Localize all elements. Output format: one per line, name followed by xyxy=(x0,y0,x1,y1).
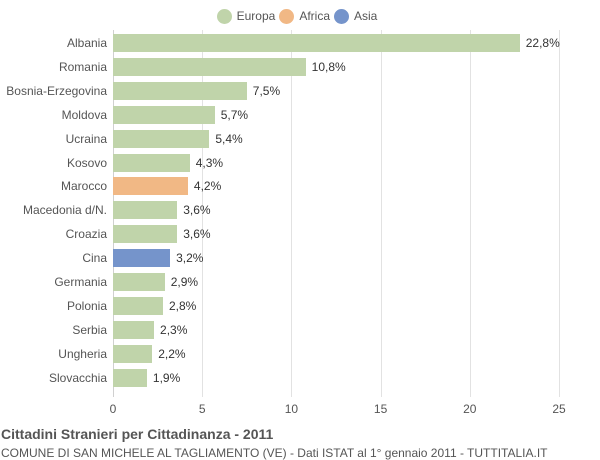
x-tick-label: 20 xyxy=(463,402,477,416)
x-tick-label: 10 xyxy=(284,402,299,416)
value-label: 7,5% xyxy=(252,83,281,98)
bar xyxy=(113,320,155,339)
x-tick-label: 15 xyxy=(373,402,388,416)
legend-label: Europa xyxy=(236,9,276,23)
value-label: 2,8% xyxy=(168,298,197,313)
bar-row: Croazia 3,6% xyxy=(0,222,600,246)
bar-row: Albania 22,8% xyxy=(0,31,600,55)
bar xyxy=(113,273,165,291)
category-label: Germania xyxy=(54,275,107,289)
bar-row: Germania 2,9% xyxy=(0,270,600,294)
bar xyxy=(113,368,147,387)
bar xyxy=(113,249,171,268)
bar xyxy=(113,296,163,315)
legend-swatch-icon xyxy=(216,8,232,24)
legend-label: Asia xyxy=(354,9,378,23)
category-label: Slovacchia xyxy=(48,370,107,385)
legend-label: Africa xyxy=(299,9,331,23)
x-tick-label: 5 xyxy=(198,402,206,416)
category-label: Croazia xyxy=(65,227,107,242)
value-label: 3,6% xyxy=(183,227,211,242)
value-label: 22,8% xyxy=(525,36,560,50)
bar-row: Bosnia-Erzegovina 7,5% xyxy=(0,79,600,103)
bar-row: Ungheria 2,2% xyxy=(0,342,600,366)
legend-item-europa: Europa xyxy=(216,6,276,26)
value-label: 4,3% xyxy=(195,155,224,170)
category-label: Kosovo xyxy=(66,155,107,170)
value-label: 10,8% xyxy=(311,59,346,74)
bar-row: Serbia 2,3% xyxy=(0,318,600,342)
category-label: Polonia xyxy=(66,298,107,313)
bar-row: Macedonia d/N. 3,6% xyxy=(0,198,600,222)
bar xyxy=(113,153,190,172)
gridline xyxy=(559,30,560,397)
value-label: 5,4% xyxy=(215,131,243,146)
bar xyxy=(113,177,188,196)
chart-subtitle: COMUNE DI SAN MICHELE AL TAGLIAMENTO (VE… xyxy=(1,446,548,460)
chart-title: Cittadini Stranieri per Cittadinanza - 2… xyxy=(1,426,274,442)
value-label: 4,2% xyxy=(193,179,222,194)
value-label: 2,2% xyxy=(158,346,186,361)
gridline xyxy=(202,30,204,397)
category-label: Albania xyxy=(66,36,107,50)
value-label: 2,3% xyxy=(160,322,188,337)
category-label: Cina xyxy=(82,251,107,266)
plot-area: 0 5 10 15 20 25 Albania 22,8% Romania 10,8% Bosnia… xyxy=(0,30,600,416)
value-label: 5,7% xyxy=(220,107,249,122)
category-label: Romania xyxy=(58,59,107,74)
bar xyxy=(113,129,210,148)
bar-row: Polonia 2,8% xyxy=(0,294,600,318)
value-label: 3,2% xyxy=(176,251,204,266)
legend-swatch-icon xyxy=(279,8,295,24)
value-label: 1,9% xyxy=(152,370,181,385)
value-label: 3,6% xyxy=(183,203,211,218)
category-label: Bosnia-Erzegovina xyxy=(6,83,107,98)
bar-row: Cina 3,2% xyxy=(0,246,600,270)
value-label: 2,9% xyxy=(170,275,199,289)
bar xyxy=(113,34,520,52)
x-tick-label: 25 xyxy=(552,402,566,416)
bar xyxy=(113,344,153,363)
bar xyxy=(113,57,306,76)
bar-row: Ucraina 5,4% xyxy=(0,127,600,151)
category-label: Moldova xyxy=(61,107,107,122)
legend-swatch-icon xyxy=(334,8,350,24)
bar-row: Moldova 5,7% xyxy=(0,103,600,127)
bar xyxy=(113,81,247,100)
bar xyxy=(113,201,178,220)
legend-item-asia: Asia xyxy=(334,6,377,26)
category-label: Marocco xyxy=(60,179,107,194)
gridline xyxy=(469,30,471,397)
gridline xyxy=(291,30,293,397)
bar xyxy=(113,225,178,244)
bar-row: Romania 10,8% xyxy=(0,55,600,79)
category-label: Serbia xyxy=(72,322,107,337)
bar-row: Marocco 4,2% xyxy=(0,174,600,198)
x-tick-label: 0 xyxy=(109,402,117,416)
category-label: Ucraina xyxy=(65,131,107,146)
chart-legend: Europa Africa Asia xyxy=(0,6,600,26)
bar xyxy=(113,105,215,124)
bar-row: Kosovo 4,3% xyxy=(0,151,600,175)
category-label: Macedonia d/N. xyxy=(22,203,107,218)
category-label: Ungheria xyxy=(58,346,107,361)
legend-item-africa: Africa xyxy=(279,6,330,26)
gridline xyxy=(380,30,382,397)
bar-row: Slovacchia 1,9% xyxy=(0,366,600,390)
